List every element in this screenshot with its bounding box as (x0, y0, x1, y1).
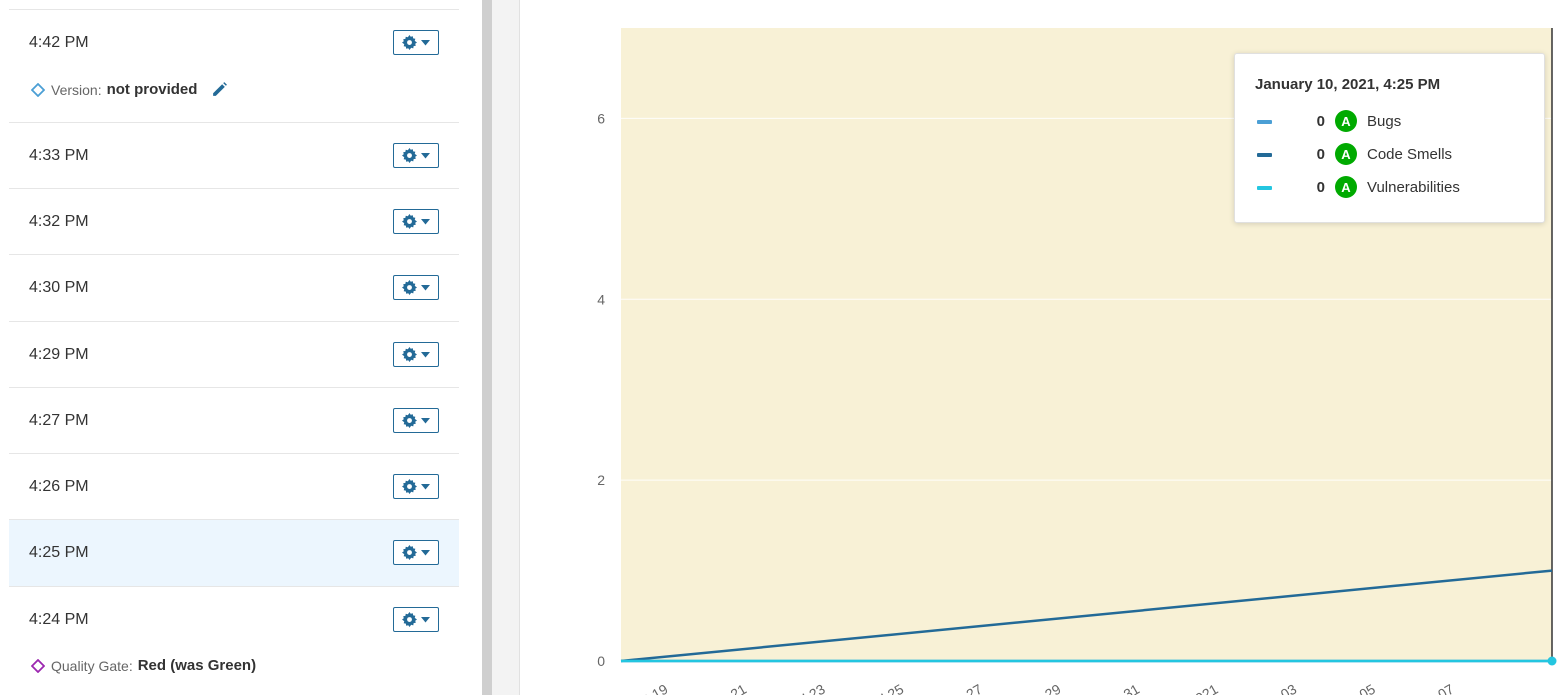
chevron-down-icon (421, 417, 430, 424)
activity-row[interactable]: 4:32 PM (9, 189, 459, 255)
activity-time: 4:27 PM (29, 412, 89, 429)
chevron-down-icon (421, 549, 430, 556)
gear-icon (402, 545, 417, 560)
chevron-down-icon (421, 351, 430, 358)
series-line-code-smells (620, 569, 1553, 663)
gear-icon (402, 612, 417, 627)
gear-icon (402, 280, 417, 295)
gear-icon (402, 148, 417, 163)
activity-row[interactable]: 4:27 PM (9, 388, 459, 454)
panel-gutter (492, 0, 520, 695)
x-tick-label: 05 (1356, 681, 1378, 695)
rating-badge: A (1335, 176, 1357, 198)
tooltip-row-bugs: 0 A Bugs (1235, 110, 1544, 134)
chevron-down-icon (421, 284, 430, 291)
activity-panel: 4:42 PM Version: not provided 4:33 PM 4:… (0, 0, 480, 695)
quality-gate-event: Quality Gate: Red (was Green) (31, 657, 256, 674)
y-tick-label: 0 (597, 653, 605, 669)
y-tick-label: 6 (597, 110, 605, 126)
gear-icon (402, 35, 417, 50)
version-label: Version: (51, 81, 102, 98)
pencil-icon[interactable] (211, 81, 228, 98)
activity-row[interactable]: 4:26 PM (9, 454, 459, 520)
x-tick-label: d 23 (796, 681, 828, 695)
gear-icon (402, 479, 417, 494)
activity-row[interactable]: 4:24 PM Quality Gate: Red (was Green) (9, 587, 459, 695)
quality-gate-value: Red (was Green) (137, 657, 257, 674)
x-tick-label: 29 (1042, 681, 1064, 695)
tooltip-series-name: Code Smells (1367, 146, 1453, 163)
tooltip-series-name: Vulnerabilities (1367, 179, 1460, 196)
row-actions-button[interactable] (393, 474, 439, 499)
activity-time: 4:24 PM (29, 611, 89, 628)
row-actions-button[interactable] (393, 408, 439, 433)
activity-row[interactable]: 4:33 PM (9, 123, 459, 189)
row-actions-button[interactable] (393, 540, 439, 565)
rating-badge: A (1335, 110, 1357, 132)
x-tick-label: t 19 (642, 681, 670, 695)
tooltip-row-vulnerabilities: 0 A Vulnerabilities (1235, 176, 1544, 200)
x-tick-label: 27 (963, 681, 985, 695)
activity-time: 4:42 PM (29, 34, 89, 51)
tooltip-value: 0 (1316, 179, 1325, 196)
list-top-divider (9, 0, 459, 10)
row-actions-button[interactable] (393, 342, 439, 367)
activity-time: 4:29 PM (29, 346, 89, 363)
version-value: not provided (106, 81, 198, 98)
activity-time: 4:33 PM (29, 147, 89, 164)
gear-icon (402, 347, 417, 362)
hover-point (1547, 656, 1557, 666)
row-actions-button[interactable] (393, 209, 439, 234)
panel-resize-handle[interactable] (482, 0, 492, 695)
activity-time: 4:26 PM (29, 478, 89, 495)
diamond-outline-icon (31, 658, 45, 673)
activity-row-selected[interactable]: 4:25 PM (9, 520, 459, 587)
activity-list: 4:42 PM Version: not provided 4:33 PM 4:… (9, 0, 459, 695)
activity-row[interactable]: 4:30 PM (9, 255, 459, 322)
chevron-down-icon (421, 483, 430, 490)
version-event: Version: not provided (31, 81, 228, 98)
quality-gate-label: Quality Gate: (51, 657, 133, 674)
x-tick-label: 03 (1278, 681, 1300, 695)
rating-badge: A (1335, 143, 1357, 165)
x-tick-label: 07 (1435, 681, 1457, 695)
x-tick-label: 21 (728, 681, 750, 695)
row-actions-button[interactable] (393, 143, 439, 168)
diamond-outline-icon (31, 82, 45, 97)
activity-row[interactable]: 4:42 PM Version: not provided (9, 10, 459, 123)
x-tick-label: 2021 (1186, 681, 1221, 695)
chevron-down-icon (421, 616, 430, 623)
row-actions-button[interactable] (393, 275, 439, 300)
activity-time: 4:32 PM (29, 213, 89, 230)
tooltip-value: 0 (1316, 146, 1325, 163)
chevron-down-icon (421, 152, 430, 159)
chevron-down-icon (421, 39, 430, 46)
x-tick-label: d 25 (875, 681, 907, 695)
tooltip-series-name: Bugs (1367, 113, 1402, 130)
row-actions-button[interactable] (393, 30, 439, 55)
activity-time: 4:25 PM (29, 544, 89, 561)
tooltip-value: 0 (1316, 113, 1325, 130)
legend-swatch (1257, 186, 1272, 190)
tooltip-title: January 10, 2021, 4:25 PM (1255, 76, 1441, 93)
activity-time: 4:30 PM (29, 279, 89, 296)
legend-swatch (1257, 153, 1272, 157)
activity-row[interactable]: 4:29 PM (9, 322, 459, 388)
y-tick-label: 2 (597, 472, 605, 488)
gear-icon (402, 413, 417, 428)
row-actions-button[interactable] (393, 607, 439, 632)
chart-tooltip: January 10, 2021, 4:25 PM 0 A Bugs 0 A C… (1234, 53, 1545, 223)
legend-swatch (1257, 120, 1272, 124)
tooltip-row-code-smells: 0 A Code Smells (1235, 143, 1544, 167)
gear-icon (402, 214, 417, 229)
x-tick-label: 31 (1121, 681, 1143, 695)
y-tick-label: 4 (597, 291, 605, 307)
chevron-down-icon (421, 218, 430, 225)
